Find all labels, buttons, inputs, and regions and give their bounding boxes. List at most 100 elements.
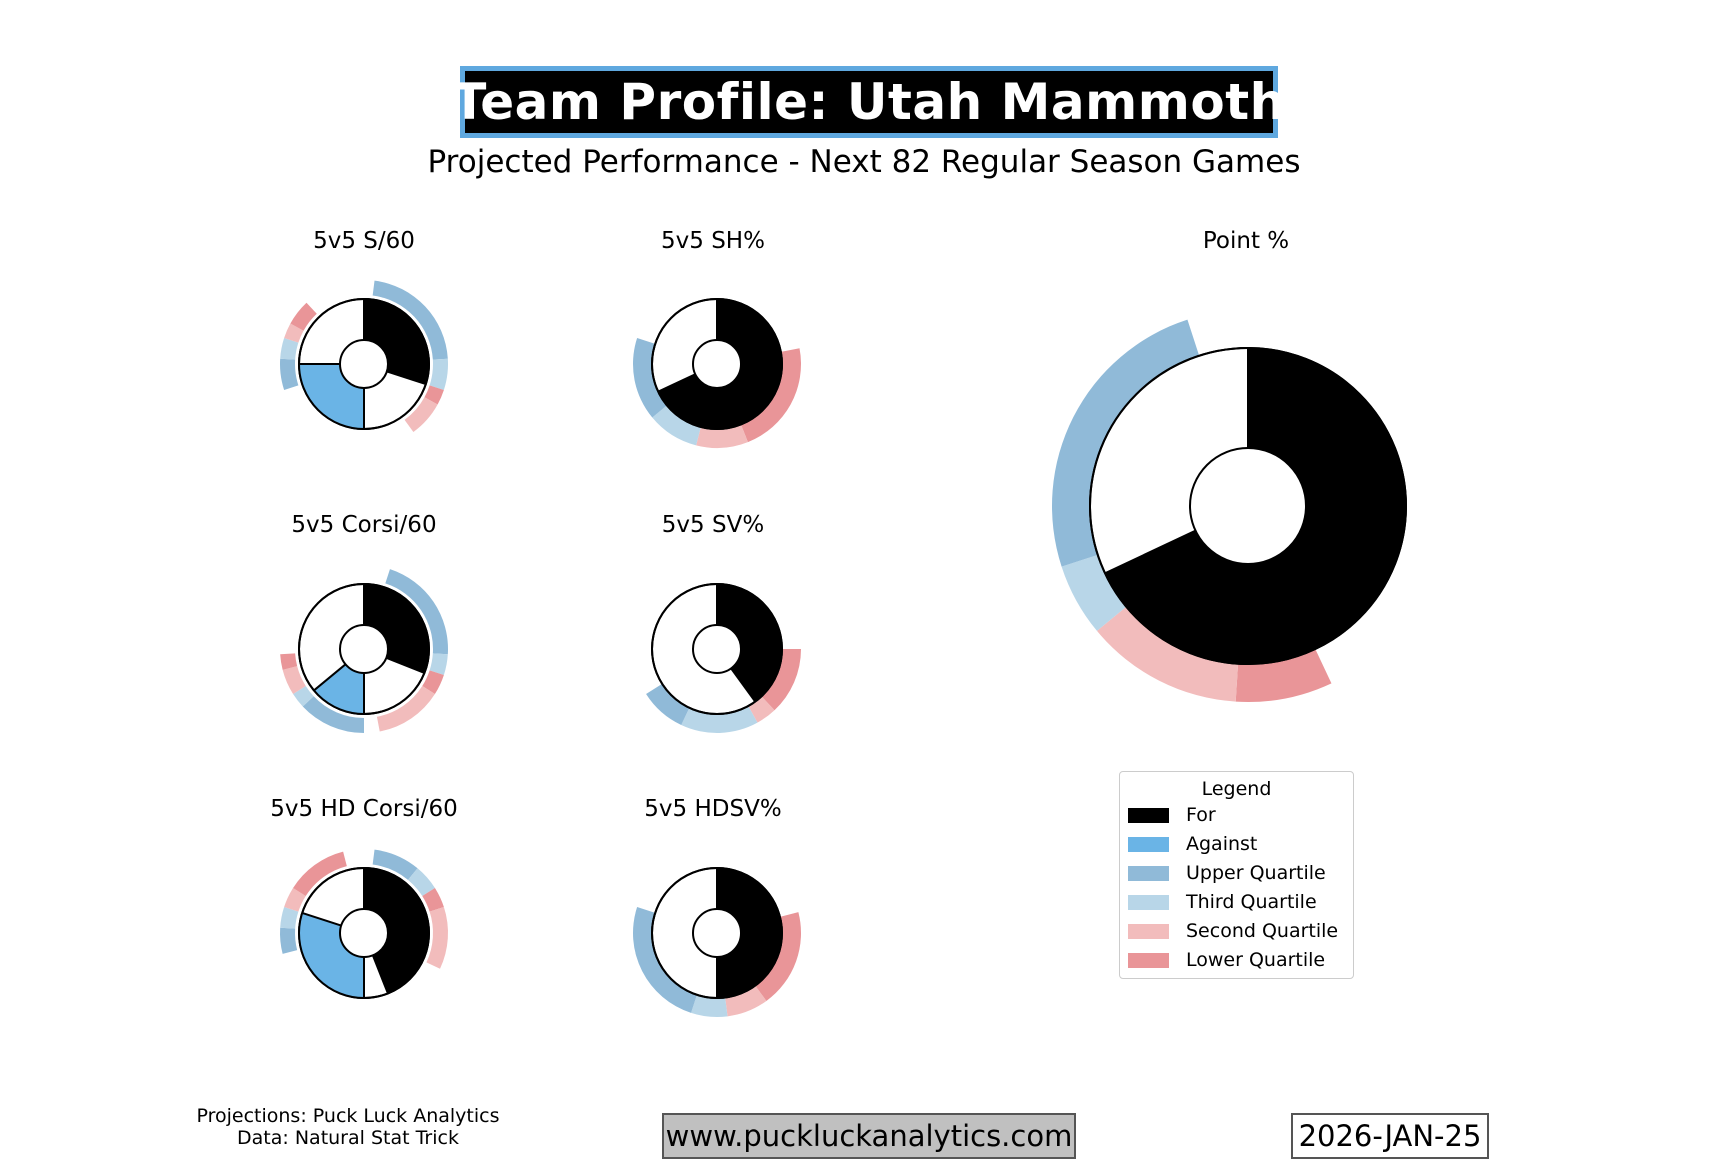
legend: Legend For Against Upper Quartile Third … bbox=[1119, 771, 1354, 979]
against-divider bbox=[313, 663, 347, 692]
donut-4 bbox=[646, 583, 801, 733]
quartile-band-upper bbox=[385, 569, 449, 655]
quartile-band-second bbox=[404, 397, 438, 432]
title-banner: Team Profile: Utah Mammoth bbox=[452, 66, 1285, 138]
panel-title-shpct: 5v5 SH% bbox=[661, 228, 765, 254]
quartile-band-third bbox=[1061, 554, 1127, 631]
date-stamp-text: 2026-JAN-25 bbox=[1298, 1119, 1482, 1153]
quartile-band-third bbox=[691, 994, 728, 1018]
donut-hole bbox=[339, 624, 389, 674]
legend-item-lower-quartile: Lower Quartile bbox=[1128, 949, 1325, 971]
quartile-band-second bbox=[284, 323, 304, 343]
legend-swatch-third-quartile bbox=[1128, 894, 1169, 910]
quartile-band-lower bbox=[1235, 648, 1332, 702]
for-wedge bbox=[717, 584, 783, 702]
legend-swatch-lower-quartile bbox=[1128, 952, 1169, 968]
for-wedge bbox=[658, 299, 782, 429]
quartile-band-upper bbox=[633, 338, 667, 418]
quartile-band-lower bbox=[422, 887, 444, 912]
quartile-band-upper bbox=[633, 907, 697, 1013]
quartile-band-lower bbox=[422, 670, 444, 695]
donut-hole bbox=[692, 908, 742, 958]
quartile-band-lower bbox=[293, 851, 347, 897]
quartile-band-second bbox=[696, 424, 748, 449]
quartile-band-second bbox=[376, 685, 435, 732]
quartile-band-second bbox=[725, 985, 767, 1017]
donut-outline bbox=[298, 867, 430, 999]
legend-label-second-quartile: Second Quartile bbox=[1186, 920, 1339, 942]
quartile-band-upper bbox=[372, 849, 418, 880]
legend-item-against: Against bbox=[1128, 833, 1257, 855]
website-url-text: www.puckluckanalytics.com bbox=[665, 1119, 1073, 1153]
quartile-band-third bbox=[293, 685, 314, 707]
page-title: Team Profile: Utah Mammoth bbox=[452, 73, 1286, 131]
quartile-band-lower bbox=[761, 649, 801, 711]
legend-label-against: Against bbox=[1186, 833, 1258, 855]
donut-2 bbox=[1052, 319, 1407, 702]
donut-1 bbox=[633, 298, 801, 449]
quartile-band-third bbox=[429, 358, 449, 390]
donut-hole bbox=[692, 624, 742, 674]
quartile-band-second bbox=[282, 666, 306, 695]
legend-item-for: For bbox=[1128, 804, 1216, 826]
panel-title-s60: 5v5 S/60 bbox=[313, 228, 415, 254]
quartile-band-third bbox=[652, 405, 701, 446]
legend-label-third-quartile: Third Quartile bbox=[1186, 891, 1317, 913]
legend-item-third-quartile: Third Quartile bbox=[1128, 891, 1317, 913]
quartile-band-second bbox=[1096, 606, 1239, 702]
against-wedge bbox=[299, 912, 364, 998]
panel-title-svpct: 5v5 SV% bbox=[661, 512, 765, 538]
quartile-band-second bbox=[284, 887, 306, 912]
donut-0 bbox=[280, 280, 449, 432]
legend-label-for: For bbox=[1186, 804, 1216, 826]
donut-outline bbox=[651, 867, 783, 999]
panel-title-point-pct: Point % bbox=[1202, 228, 1290, 254]
donut-outline bbox=[1089, 347, 1407, 665]
for-wedge bbox=[1105, 348, 1407, 664]
footer-credits: Projections: Puck Luck Analytics Data: N… bbox=[148, 1105, 548, 1149]
quartile-band-upper bbox=[646, 683, 690, 726]
quartile-band-third bbox=[280, 907, 299, 929]
quartile-band-upper bbox=[1052, 319, 1200, 567]
legend-title: Legend bbox=[1201, 778, 1272, 800]
donut-outline bbox=[651, 583, 783, 715]
legend-swatch-second-quartile bbox=[1128, 923, 1169, 939]
footer-projections-credit: Projections: Puck Luck Analytics bbox=[196, 1105, 500, 1127]
for-wedge bbox=[717, 868, 782, 998]
donut-hole bbox=[339, 908, 389, 958]
quartile-band-third bbox=[280, 338, 299, 360]
donut-6 bbox=[633, 867, 801, 1018]
quartile-band-lower bbox=[424, 385, 444, 405]
donut-hole bbox=[1189, 447, 1307, 565]
for-wedge bbox=[364, 868, 429, 994]
quartile-band-upper bbox=[279, 927, 298, 954]
against-wedge bbox=[299, 364, 364, 429]
legend-item-upper-quartile: Upper Quartile bbox=[1128, 862, 1326, 884]
panel-title-hd-corsi60: 5v5 HD Corsi/60 bbox=[270, 796, 458, 822]
legend-swatch-against bbox=[1128, 836, 1169, 852]
for-divider bbox=[386, 370, 427, 386]
donut-3 bbox=[280, 569, 449, 733]
donut-outline bbox=[298, 583, 430, 715]
for-wedge bbox=[364, 299, 429, 385]
donut-5 bbox=[279, 849, 448, 999]
quartile-band-upper bbox=[302, 696, 364, 733]
donut-outline bbox=[298, 298, 430, 430]
for-divider bbox=[657, 373, 696, 393]
date-stamp: 2026-JAN-25 bbox=[1291, 1113, 1489, 1159]
quartile-band-second bbox=[426, 907, 448, 969]
legend-item-second-quartile: Second Quartile bbox=[1128, 920, 1338, 942]
donut-hole bbox=[692, 339, 742, 389]
quartile-band-lower bbox=[290, 302, 317, 331]
donut-outline bbox=[651, 298, 783, 430]
page-subtitle: Projected Performance - Next 82 Regular … bbox=[427, 144, 1301, 180]
legend-label-lower-quartile: Lower Quartile bbox=[1186, 949, 1326, 971]
quartile-band-third bbox=[407, 868, 435, 897]
legend-swatch-for bbox=[1128, 807, 1169, 823]
footer-data-credit: Data: Natural Stat Trick bbox=[237, 1127, 459, 1149]
quartile-band-upper bbox=[280, 358, 299, 390]
for-divider bbox=[371, 954, 389, 994]
quartile-band-lower bbox=[280, 653, 298, 670]
quartile-band-upper bbox=[372, 280, 448, 360]
